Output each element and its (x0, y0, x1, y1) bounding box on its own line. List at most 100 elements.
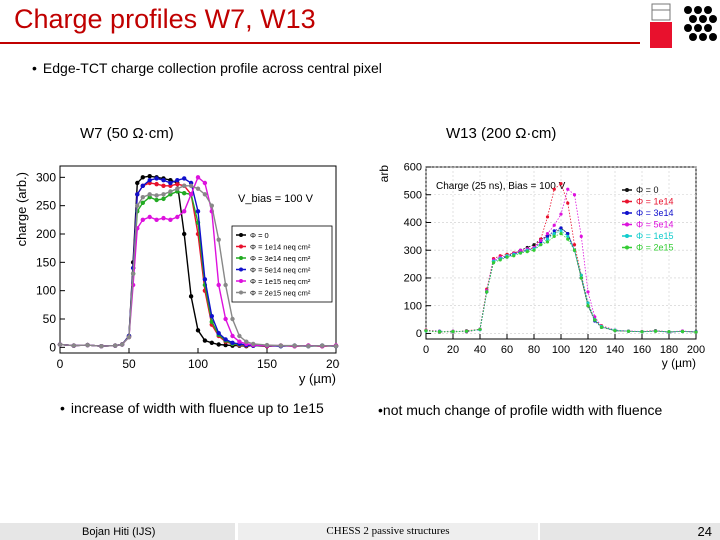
data-point (195, 186, 201, 191)
data-point (613, 329, 617, 333)
data-point (278, 343, 283, 348)
y-axis-label: arb (378, 165, 391, 183)
legend-entry-3: Φ = 5e14 neq cm² (250, 266, 311, 275)
x-tick-label: 120 (579, 344, 597, 356)
data-point (545, 237, 550, 241)
data-point (202, 192, 208, 197)
data-point (168, 180, 173, 186)
legend-entry-1: Φ = 1e14 (636, 197, 673, 207)
data-point (140, 183, 145, 189)
legend-marker-0 (625, 188, 629, 192)
data-point (161, 177, 166, 183)
data-point (545, 234, 550, 238)
data-point (559, 212, 563, 216)
data-point (209, 203, 214, 208)
data-point (188, 192, 194, 197)
logo-dots (684, 6, 717, 41)
data-point (216, 342, 221, 347)
x-tick-label: 150 (257, 357, 277, 371)
data-point (566, 201, 570, 205)
y-tick-label: 200 (404, 273, 422, 285)
chart-w7: 0 50 100 150 200 0 50 100 150 200 250 300 y (µm) char… (14, 165, 340, 386)
data-point (223, 282, 228, 288)
y-tick-label: 250 (36, 199, 56, 213)
data-point (545, 215, 550, 219)
data-point (525, 250, 529, 254)
y-tick-label: 50 (43, 312, 57, 326)
data-point (437, 330, 442, 334)
data-point (147, 177, 152, 183)
data-point (188, 294, 194, 299)
data-point (202, 180, 208, 186)
chart-annotation: Charge (25 ns), Bias = 100 V (436, 181, 566, 192)
y-tick-label: 0 (49, 340, 56, 354)
legend-box (231, 225, 333, 303)
data-point (154, 193, 159, 198)
x-tick-label: 200 (326, 357, 340, 371)
chart-annotation: V_bias = 100 V (238, 193, 314, 205)
x-axis-label: y (µm) (662, 356, 696, 370)
data-point (216, 237, 221, 242)
footer-page: 24 (540, 523, 720, 540)
y-tick-label: 400 (404, 217, 422, 229)
data-point (586, 290, 590, 294)
legend-marker-5 (239, 290, 243, 295)
x-tick-label: 140 (606, 344, 624, 356)
data-point (182, 183, 187, 189)
y-tick-label: 0 (416, 328, 422, 340)
data-point (140, 175, 145, 180)
chart-title-w13: W13 (200 Ω·cm) (446, 125, 557, 142)
data-point (552, 234, 556, 238)
data-point (485, 290, 489, 294)
data-point (140, 200, 145, 206)
data-point (182, 176, 187, 181)
legend-marker-3 (239, 267, 243, 272)
series-line-0 (425, 227, 697, 333)
series-line-4 (425, 230, 697, 333)
data-point (532, 248, 536, 252)
data-point (195, 175, 201, 180)
footer-center: CHESS 2 passive structures (238, 523, 538, 540)
legend-entry-5: Φ = 2e15 neq cm² (250, 289, 311, 298)
y-tick-label: 150 (36, 255, 56, 269)
data-point (230, 340, 235, 345)
data-point (532, 243, 536, 247)
data-point (223, 337, 228, 342)
legend-marker-4 (625, 234, 629, 238)
data-point (491, 261, 496, 265)
data-point (175, 214, 180, 220)
data-point (539, 243, 543, 247)
data-point (579, 276, 583, 280)
x-tick-label: 50 (122, 357, 136, 371)
data-point (147, 174, 152, 179)
bullet-dot: • (378, 402, 383, 418)
bullet-dot: • (32, 60, 37, 76)
slide-title: Charge profiles W7, W13 (14, 4, 316, 34)
data-point (545, 231, 550, 236)
data-point (559, 231, 563, 236)
data-point (223, 342, 228, 348)
legend-marker-1 (625, 199, 629, 204)
data-point (552, 187, 556, 191)
data-point (512, 254, 516, 258)
data-point (119, 342, 125, 347)
legend-marker-3 (625, 222, 629, 227)
data-point (237, 333, 242, 339)
data-point (292, 343, 297, 348)
x-tick-label: 0 (423, 344, 429, 356)
data-point (572, 243, 577, 247)
bullet-left-text: increase of width with fluence up to 1e1… (70, 400, 324, 416)
x-tick-label: 180 (660, 344, 678, 356)
data-point (71, 343, 76, 348)
data-point (559, 229, 563, 233)
legend-entry-4: Φ = 1e15 (636, 231, 673, 241)
data-point (188, 183, 194, 189)
bullet-dot: • (60, 400, 65, 416)
legend-entry-4: Φ = 1e15 neq cm² (250, 277, 311, 286)
bullet-main-text: Edge-TCT charge collection profile acros… (42, 60, 382, 76)
legend-marker-1 (239, 244, 243, 249)
data-point (161, 183, 166, 189)
chart-title-w7: W7 (50 Ω·cm) (80, 125, 174, 142)
data-point (694, 330, 698, 334)
y-tick-label: 100 (404, 300, 422, 312)
